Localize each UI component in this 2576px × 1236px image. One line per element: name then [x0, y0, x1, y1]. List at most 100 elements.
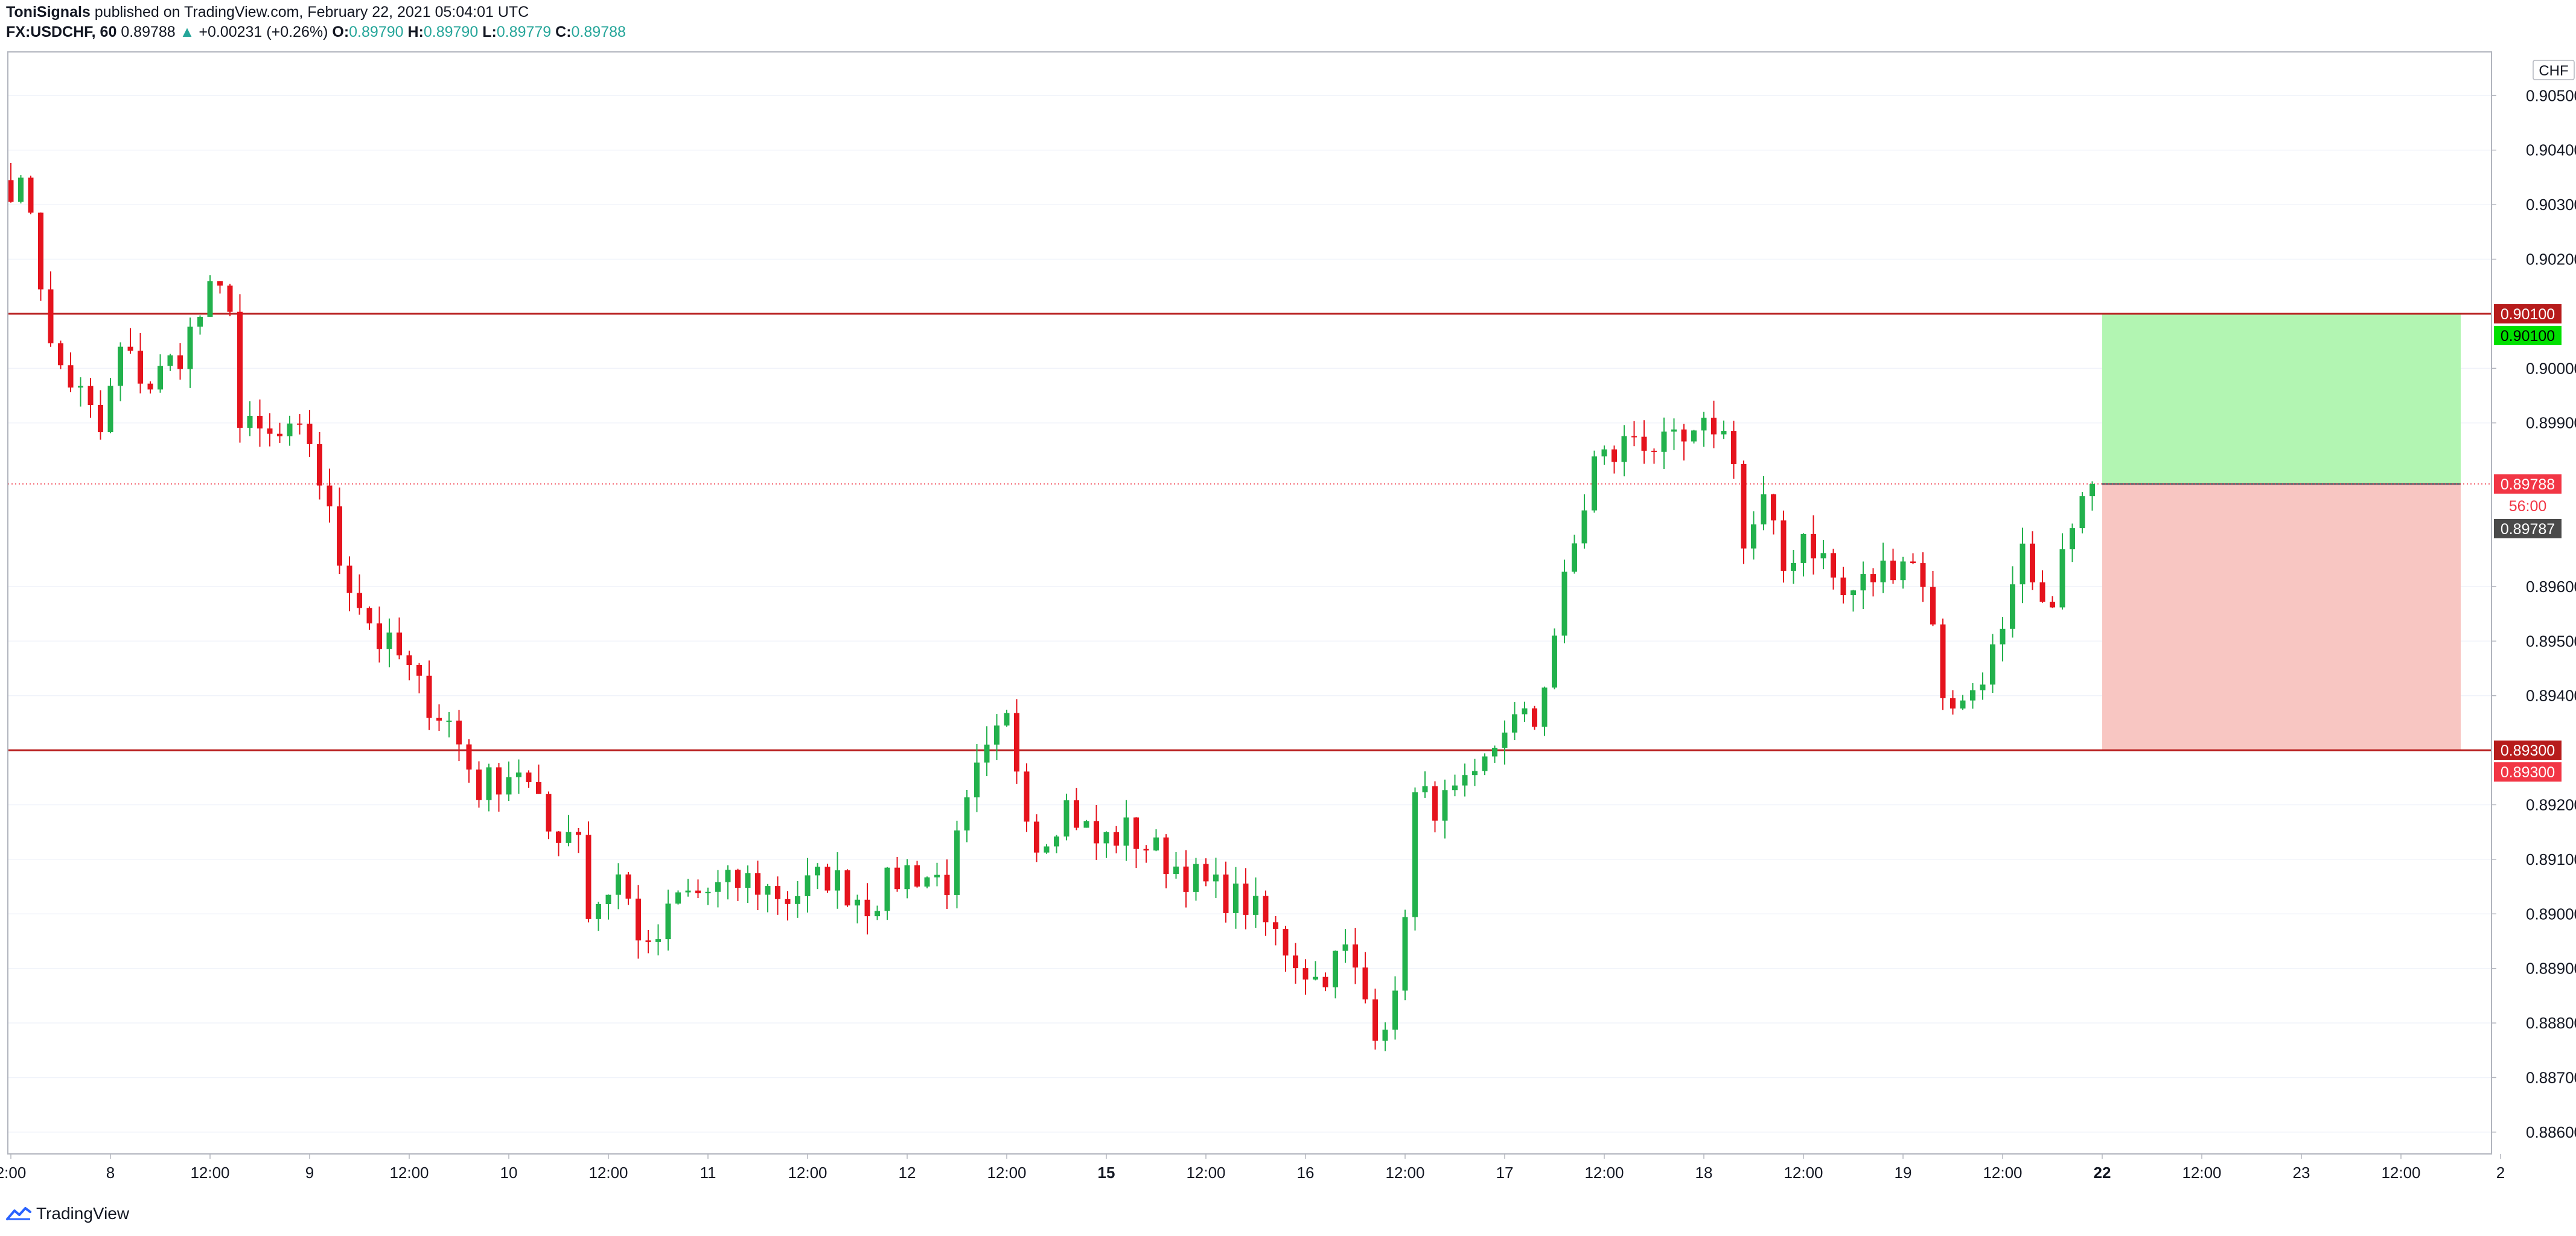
candle-body: [1522, 708, 1528, 715]
candle-body: [397, 632, 402, 655]
candle-body: [1711, 418, 1717, 435]
candle-body: [1631, 436, 1637, 438]
candle-body: [1054, 836, 1059, 847]
current-price-tag: [2494, 474, 2562, 494]
x-tick-label: 12:00: [190, 1164, 229, 1182]
candle-body: [337, 506, 342, 566]
candle-body: [1721, 431, 1727, 435]
candle-body: [824, 867, 831, 891]
candle-body: [187, 327, 193, 369]
entry-price-tag: [2494, 518, 2562, 538]
candle-body: [78, 386, 83, 388]
candle-body: [1313, 976, 1318, 980]
symbol-label[interactable]: FX:USDCHF, 60: [6, 24, 117, 40]
candle-body: [1243, 884, 1249, 915]
candle-body: [386, 632, 392, 649]
candle-body: [2000, 628, 2006, 645]
candle-body: [675, 892, 681, 904]
tradingview-logo-icon[interactable]: [6, 1206, 31, 1222]
candle-body: [98, 404, 103, 433]
candle-body: [58, 343, 63, 366]
candle-body: [257, 415, 263, 428]
candle-body: [1153, 837, 1159, 851]
candle-body: [1432, 786, 1438, 821]
x-tick-label: 18: [1695, 1164, 1713, 1182]
candle-body: [645, 940, 651, 942]
candle-body: [1293, 955, 1298, 969]
horizontal-levels[interactable]: [8, 313, 2492, 751]
candle-body: [1372, 999, 1378, 1041]
candle-body: [496, 767, 502, 795]
stop-price-tag: [2494, 762, 2562, 782]
x-tick-label: 2:00: [0, 1164, 26, 1182]
candle-body: [18, 177, 24, 202]
candle-body: [1860, 574, 1866, 591]
candle-body: [1362, 967, 1368, 999]
candle-body: [1811, 534, 1816, 559]
position-zones[interactable]: [2102, 313, 2461, 751]
low-label: L:: [482, 24, 497, 40]
price-axis-labels: 0.90100 0.90100 0.89788 56:00 0.89787 0.89300…: [2494, 304, 2562, 782]
x-tick-label: 12:00: [588, 1164, 628, 1182]
time-axis[interactable]: 2:00 8 12:00 9 12:00 10 12:00 11 12:00 12 12:00 15 1…: [0, 1154, 2505, 1182]
candle-body: [1014, 713, 1019, 772]
candle-body: [665, 903, 671, 940]
x-tick-label: 12:00: [1584, 1164, 1624, 1182]
tradingview-brand[interactable]: TradingView: [36, 1204, 130, 1223]
candle-body: [1253, 896, 1258, 915]
candle-body: [1392, 990, 1398, 1030]
candle-body: [1920, 563, 1926, 587]
publisher-name[interactable]: ToniSignals: [6, 4, 91, 21]
x-tick-label: 12:00: [1186, 1164, 1225, 1182]
candle-body: [1452, 785, 1458, 791]
target-price-text: 0.90100: [2501, 328, 2555, 345]
candle-body: [894, 867, 900, 890]
change-arrow-icon: ▲: [179, 24, 195, 40]
candle-body: [705, 891, 711, 894]
candle-body: [964, 797, 970, 831]
candle-body: [1980, 684, 1986, 690]
candle-body: [118, 346, 123, 386]
candle-body: [1492, 748, 1497, 757]
candle-body: [1621, 436, 1627, 462]
candle-body: [1412, 792, 1418, 917]
x-tick-label: 12:00: [1784, 1164, 1823, 1182]
candle-body: [1213, 874, 1219, 882]
candle-body: [1353, 944, 1358, 968]
candle-body: [556, 831, 561, 843]
candle-body: [1940, 624, 1946, 698]
candle-body: [1930, 587, 1936, 625]
candle-body: [456, 721, 462, 745]
candle-body: [566, 832, 572, 843]
candle-body: [1681, 429, 1687, 442]
grid: [8, 95, 2492, 1133]
x-tick-label: 12:00: [987, 1164, 1026, 1182]
candle-body: [1283, 929, 1289, 956]
last-price: 0.89788: [121, 24, 176, 40]
candle-body: [1472, 771, 1478, 776]
candle-body: [695, 890, 701, 894]
candle-body: [436, 718, 442, 721]
candle-body: [1960, 700, 1966, 709]
candle-body: [1541, 687, 1548, 727]
target-zone: [2102, 313, 2461, 484]
candle-body: [1671, 429, 1677, 432]
candle-body: [426, 675, 432, 718]
published-text: published on TradingView.com, February 2…: [94, 4, 529, 21]
candle-body: [1661, 432, 1667, 452]
candle-body: [616, 874, 621, 895]
candle-body: [1063, 800, 1070, 837]
price-change: +0.00231 (+0.26%): [199, 24, 328, 40]
candle-body: [1771, 494, 1776, 521]
candle-body: [1581, 510, 1587, 544]
candle-body: [1103, 832, 1109, 844]
candle-body: [1322, 976, 1328, 987]
